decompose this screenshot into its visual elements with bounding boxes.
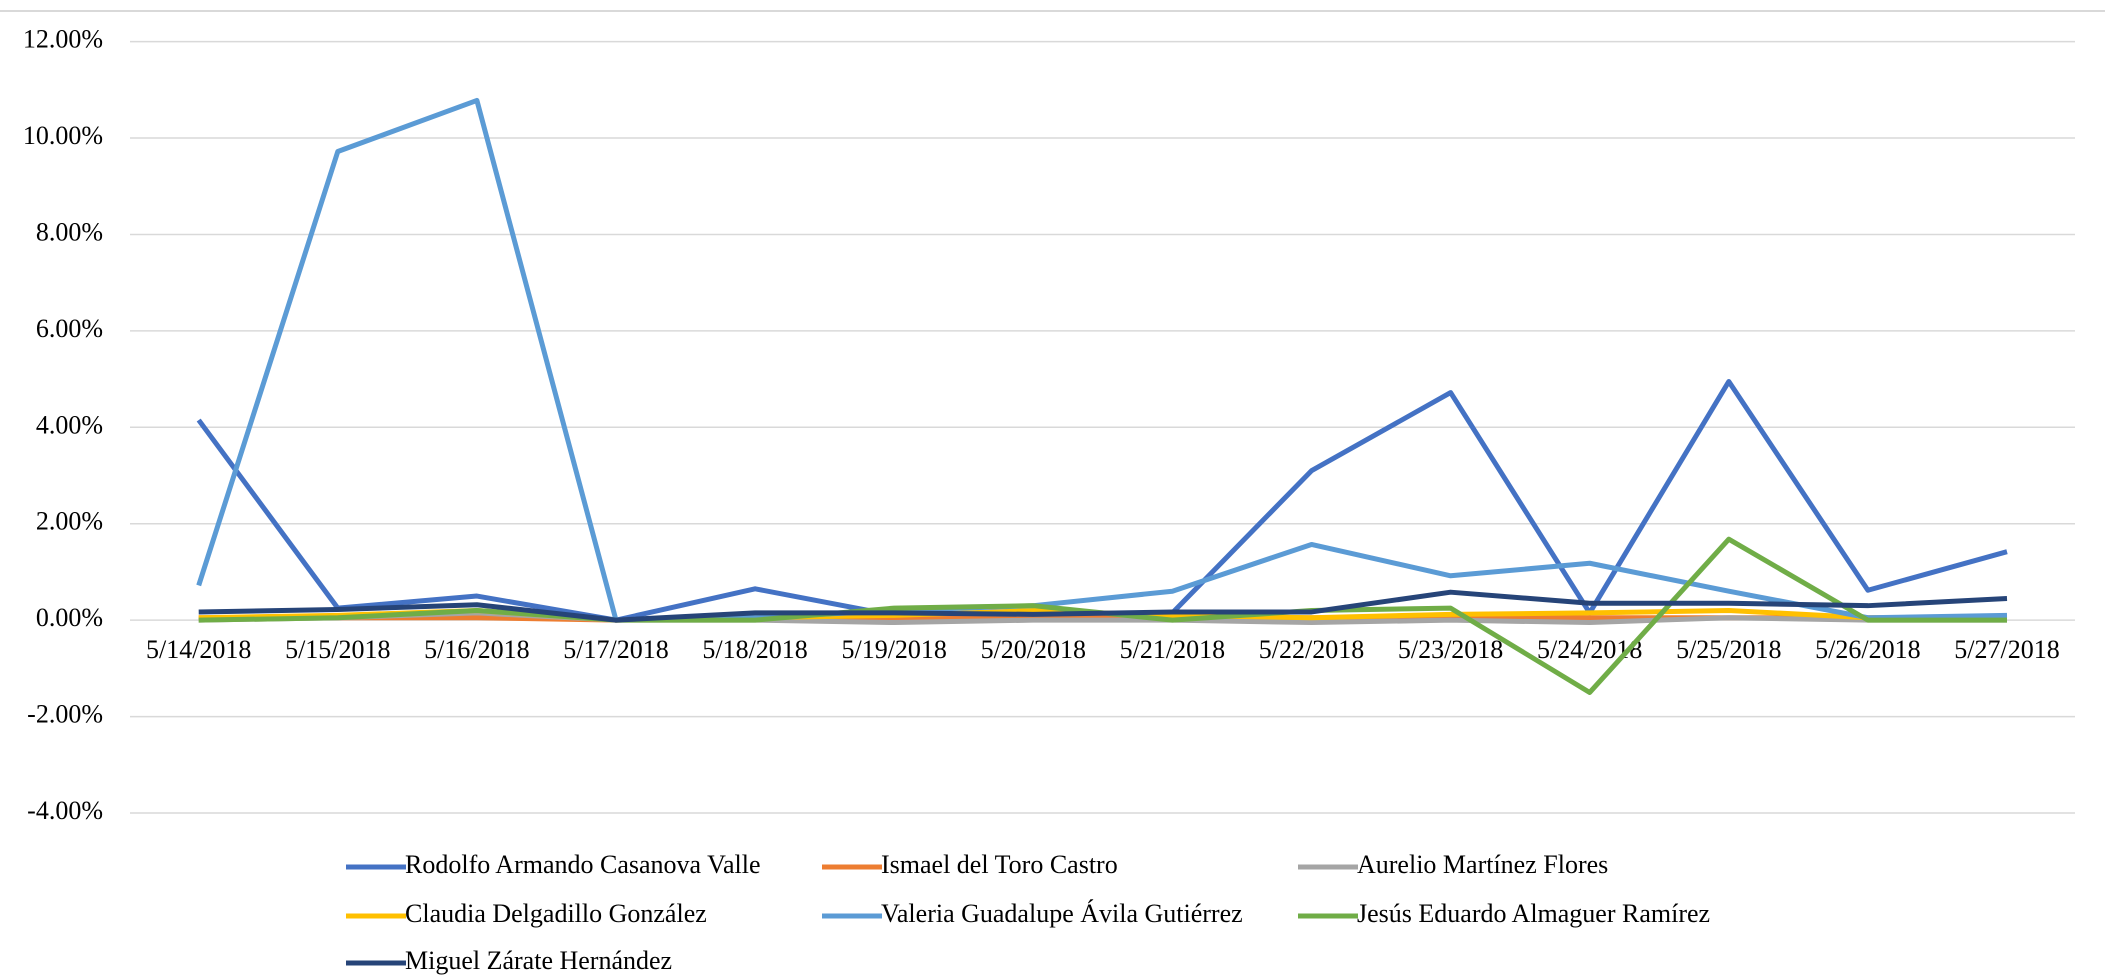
x-tick-label: 5/19/2018 — [841, 635, 946, 664]
y-tick-label: -2.00% — [27, 700, 103, 729]
legend-label: Miguel Zárate Hernández — [405, 946, 672, 975]
x-tick-label: 5/16/2018 — [424, 635, 529, 664]
y-tick-label: 8.00% — [36, 217, 103, 246]
legend-label: Jesús Eduardo Almaguer Ramírez — [1357, 899, 1710, 928]
x-tick-label: 5/15/2018 — [285, 635, 390, 664]
legend-label: Rodolfo Armando Casanova Valle — [405, 850, 761, 879]
x-tick-label: 5/27/2018 — [1954, 635, 2059, 664]
y-tick-label: -4.00% — [27, 796, 103, 825]
y-tick-label: 6.00% — [36, 314, 103, 343]
x-tick-label: 5/18/2018 — [702, 635, 807, 664]
legend-label: Valeria Guadalupe Ávila Gutiérrez — [881, 899, 1243, 928]
y-tick-label: 2.00% — [36, 507, 103, 536]
legend-label: Claudia Delgadillo González — [405, 899, 707, 928]
x-tick-label: 5/25/2018 — [1676, 635, 1781, 664]
series-line — [196, 378, 2008, 623]
x-tick-label: 5/14/2018 — [146, 635, 251, 664]
legend-label: Aurelio Martínez Flores — [1357, 850, 1608, 879]
x-tick-label: 5/24/2018 — [1537, 635, 1642, 664]
x-tick-label: 5/20/2018 — [981, 635, 1086, 664]
x-tick-label: 5/22/2018 — [1259, 635, 1364, 664]
x-tick-label: 5/26/2018 — [1815, 635, 1920, 664]
y-tick-label: 4.00% — [36, 410, 103, 439]
x-tick-label: 5/23/2018 — [1398, 635, 1503, 664]
y-tick-label: 10.00% — [23, 121, 103, 150]
series-line — [198, 589, 2008, 623]
legend-label: Ismael del Toro Castro — [881, 850, 1118, 879]
y-tick-label: 12.00% — [23, 25, 103, 54]
x-tick-label: 5/21/2018 — [1120, 635, 1225, 664]
y-tick-label: 0.00% — [36, 603, 103, 632]
series-line — [196, 97, 2008, 623]
x-tick-label: 5/17/2018 — [563, 635, 668, 664]
